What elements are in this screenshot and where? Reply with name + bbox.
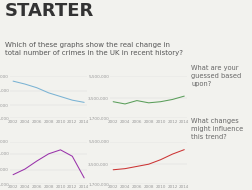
Text: Which of these graphs show the real change in
total number of crimes in the UK i: Which of these graphs show the real chan…: [5, 42, 182, 56]
Text: STARTER: STARTER: [5, 2, 94, 20]
Text: What changes
might influence
this trend?: What changes might influence this trend?: [190, 118, 242, 140]
Text: What are your
guessed based
upon?: What are your guessed based upon?: [190, 65, 240, 87]
